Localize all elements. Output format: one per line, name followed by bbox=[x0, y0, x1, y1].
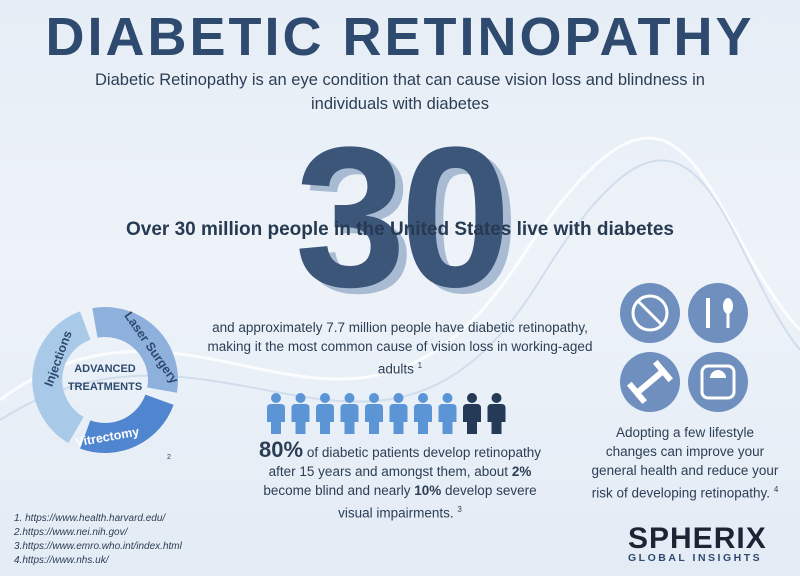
person-head bbox=[320, 393, 330, 403]
person-head bbox=[295, 393, 306, 403]
big-number: 30 bbox=[294, 106, 511, 329]
ref-url: https://www.nhs.uk/ bbox=[22, 555, 109, 566]
text: develop severe visual impairments. bbox=[338, 483, 537, 521]
ref-number: 1. bbox=[14, 513, 23, 524]
footnote: 2 bbox=[167, 454, 171, 461]
references: 1. https://www.health.harvard.edu/ 2.htt… bbox=[14, 512, 182, 568]
ref-number: 4. bbox=[14, 555, 23, 566]
icon-dumbbell bbox=[626, 359, 674, 405]
icon-no-smoking bbox=[636, 299, 664, 327]
text: of diabetic patients develop retinopathy… bbox=[268, 445, 541, 479]
person-head bbox=[418, 393, 428, 403]
person-body bbox=[340, 404, 359, 434]
lifestyle-text: Adopting a few lifestyle changes can imp… bbox=[590, 423, 780, 503]
logo-tagline: GLOBAL INSIGHTS bbox=[628, 552, 763, 564]
subtitle: Diabetic Retinopathy is an eye condition… bbox=[95, 71, 705, 113]
ref-url: https://www.nei.nih.gov/ bbox=[22, 527, 128, 538]
lifestyle-icons bbox=[620, 283, 748, 412]
text: Adopting a few lifestyle changes can imp… bbox=[591, 425, 779, 501]
icon-circle bbox=[688, 352, 748, 412]
icon-no-smoking bbox=[631, 294, 669, 332]
person-body bbox=[389, 404, 408, 434]
reference: 2.https://www.nei.nih.gov/ bbox=[14, 526, 182, 540]
footnote: 4 bbox=[773, 485, 779, 494]
ref-number: 2. bbox=[14, 527, 23, 538]
ref-url: https://www.health.harvard.edu/ bbox=[25, 513, 166, 524]
logo: SPHERIX GLOBAL INSIGHTS bbox=[628, 522, 767, 564]
ring-segment bbox=[32, 311, 92, 443]
person-body bbox=[365, 404, 383, 434]
headline: Over 30 million people in the United Sta… bbox=[126, 219, 674, 240]
ring-segment bbox=[80, 394, 174, 453]
logo-name: SPHERIX bbox=[628, 522, 767, 555]
title: DIABETIC RETINOPATHY bbox=[45, 7, 755, 67]
person-body bbox=[487, 404, 506, 434]
percent: 2% bbox=[511, 464, 532, 479]
text: become blind and nearly bbox=[263, 483, 415, 498]
person-body bbox=[291, 404, 310, 434]
person-body bbox=[316, 404, 334, 434]
icon-fork bbox=[706, 298, 710, 328]
percent: 80% bbox=[259, 437, 304, 462]
icon-spoon bbox=[723, 298, 733, 314]
person-head bbox=[442, 393, 453, 403]
person-body bbox=[414, 404, 432, 434]
people-icons bbox=[267, 393, 506, 434]
ref-number: 3. bbox=[14, 541, 23, 552]
icon-scale bbox=[710, 370, 726, 378]
icon-circle bbox=[688, 283, 748, 343]
stat-text: 80% of diabetic patients develop retinop… bbox=[255, 437, 545, 523]
icon-spoon bbox=[726, 310, 730, 328]
ref-url: https://www.emro.who.int/index.html bbox=[22, 541, 182, 552]
footnote: 3 bbox=[457, 505, 462, 514]
icon-scale bbox=[700, 364, 736, 400]
person-head bbox=[491, 393, 502, 403]
reference: 3.https://www.emro.who.int/index.html bbox=[14, 540, 182, 554]
ring-center: ADVANCED TREATMENTS bbox=[67, 363, 143, 393]
person-head bbox=[271, 393, 281, 403]
person-body bbox=[438, 404, 457, 434]
ring-center-label: ADVANCED TREATMENTS bbox=[67, 363, 143, 393]
person-head bbox=[393, 393, 404, 403]
highlight-text: and approximately 7.7 million people hav… bbox=[205, 318, 595, 379]
reference: 4.https://www.nhs.uk/ bbox=[14, 554, 182, 568]
person-body bbox=[463, 404, 481, 434]
wave bbox=[0, 159, 800, 421]
person-head bbox=[344, 393, 355, 403]
percent: 10% bbox=[414, 483, 442, 498]
text: and approximately 7.7 million people hav… bbox=[207, 320, 593, 377]
footnote: 1 bbox=[417, 361, 423, 370]
person-body bbox=[267, 404, 285, 434]
person-head bbox=[369, 393, 379, 403]
person-head bbox=[467, 393, 477, 403]
ring-segment bbox=[92, 307, 178, 393]
reference: 1. https://www.health.harvard.edu/ bbox=[14, 512, 182, 526]
